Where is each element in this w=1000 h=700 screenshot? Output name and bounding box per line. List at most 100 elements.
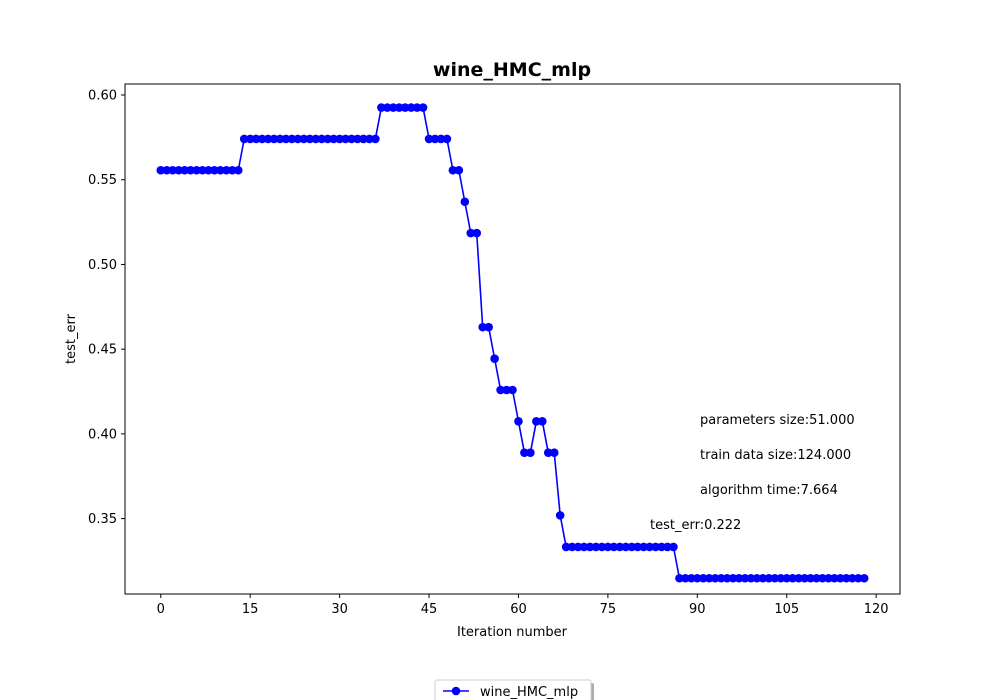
- data-point: [466, 228, 476, 238]
- data-point: [800, 573, 809, 583]
- legend-label: wine_HMC_mlp: [480, 685, 578, 700]
- data-point: [251, 134, 261, 144]
- x-tick-label: 90: [689, 602, 706, 617]
- y-tick-label: 0.50: [88, 258, 117, 273]
- data-point: [693, 573, 702, 583]
- data-point: [752, 573, 762, 583]
- data-point: [317, 134, 327, 144]
- data-point: [782, 573, 792, 583]
- data-point: [293, 134, 303, 144]
- data-point: [567, 542, 577, 552]
- x-tick-label: 45: [421, 602, 438, 617]
- data-point: [788, 573, 797, 583]
- data-point: [204, 165, 213, 175]
- data-point: [394, 103, 404, 112]
- data-point: [436, 134, 446, 144]
- data-point: [478, 322, 487, 332]
- data-point: [275, 134, 285, 144]
- data-point: [365, 134, 374, 144]
- data-point: [222, 165, 231, 175]
- x-tick-label: 0: [157, 602, 165, 617]
- y-tick-label: 0.45: [88, 343, 117, 358]
- data-point: [645, 542, 654, 552]
- data-point: [442, 134, 452, 144]
- y-tick-label: 0.55: [88, 173, 117, 188]
- y-tick-label: 0.35: [88, 512, 117, 527]
- data-point: [228, 165, 237, 175]
- data-point: [502, 385, 511, 395]
- annotation-algorithm-time: algorithm time:7.664: [700, 483, 838, 498]
- y-axis-label: test_err: [64, 313, 79, 364]
- data-point: [722, 573, 732, 583]
- data-point: [746, 573, 756, 583]
- data-point: [156, 165, 166, 175]
- data-point: [853, 573, 863, 583]
- data-point: [210, 165, 219, 175]
- data-point: [710, 573, 720, 583]
- data-point: [776, 573, 786, 583]
- annotation-test-err: test_err:0.222: [650, 518, 741, 533]
- data-point: [341, 134, 350, 144]
- x-tick-label: 105: [774, 602, 799, 617]
- chart-title: wine_HMC_mlp: [433, 59, 591, 81]
- y-tick-label: 0.60: [88, 89, 117, 104]
- data-point: [859, 573, 869, 583]
- data-point: [532, 417, 541, 426]
- data-point: [716, 573, 726, 583]
- data-point: [758, 573, 768, 583]
- data-point: [591, 542, 601, 552]
- x-tick-label: 60: [510, 602, 527, 617]
- data-point: [657, 542, 666, 552]
- data-point: [311, 134, 321, 144]
- data-point: [168, 165, 177, 175]
- data-point: [609, 542, 619, 552]
- data-point: [323, 134, 332, 144]
- data-point: [371, 134, 380, 144]
- x-tick-label: 15: [242, 602, 259, 617]
- data-point: [794, 573, 803, 583]
- data-point: [174, 165, 183, 175]
- data-point: [418, 103, 428, 112]
- data-point: [448, 165, 458, 175]
- data-point: [830, 573, 839, 583]
- plot-frame: [124, 83, 901, 595]
- data-point: [508, 385, 517, 395]
- data-point: [383, 103, 392, 112]
- data-point: [615, 542, 625, 552]
- data-point: [269, 134, 279, 144]
- annotation-train-data-size: train data size:124.000: [700, 448, 851, 463]
- data-point: [377, 103, 386, 112]
- data-point: [639, 542, 648, 552]
- data-point: [335, 134, 344, 144]
- legend: wine_HMC_mlp: [434, 679, 594, 700]
- data-point: [818, 573, 827, 583]
- data-point: [698, 573, 708, 583]
- data-point: [740, 573, 750, 583]
- data-point: [633, 542, 642, 552]
- data-point: [573, 542, 583, 552]
- data-point: [669, 542, 678, 552]
- data-point: [728, 573, 738, 583]
- x-tick-label: 75: [600, 602, 617, 617]
- x-axis-label: Iteration number: [457, 625, 568, 640]
- data-point: [621, 542, 631, 552]
- data-point: [406, 103, 416, 112]
- y-axis-ticks: 0.35 0.40 0.45 0.50 0.55 0.60: [88, 89, 125, 527]
- data-point: [496, 385, 505, 395]
- data-point: [538, 417, 547, 426]
- data-point: [305, 134, 315, 144]
- data-point: [186, 165, 195, 175]
- data-point: [192, 165, 201, 175]
- data-point: [412, 103, 422, 112]
- data-point: [597, 542, 607, 552]
- data-point: [281, 134, 291, 144]
- annotation-parameters-size: parameters size:51.000: [700, 413, 855, 428]
- data-point: [424, 134, 434, 144]
- data-point: [353, 134, 362, 144]
- data-point: [627, 542, 637, 552]
- x-axis-ticks: 0 15 30 45 60 75 90 105 120: [157, 594, 889, 617]
- data-point: [263, 134, 273, 144]
- data-point: [400, 103, 410, 112]
- series-layer: [156, 103, 869, 583]
- data-point: [490, 354, 499, 363]
